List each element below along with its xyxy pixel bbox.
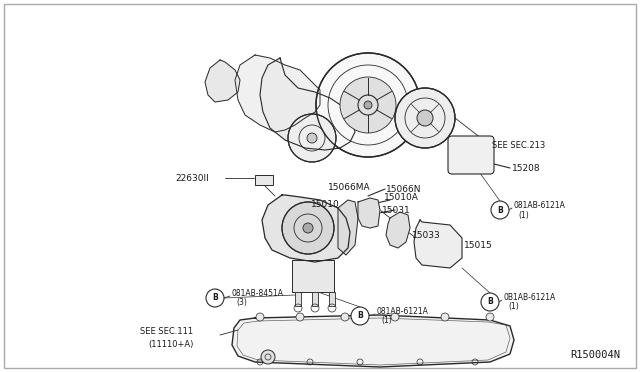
Polygon shape — [232, 315, 514, 367]
Text: (3): (3) — [236, 298, 247, 308]
Text: (1): (1) — [518, 211, 529, 219]
Text: B: B — [497, 205, 503, 215]
Text: (1): (1) — [508, 302, 519, 311]
Text: 15066N: 15066N — [386, 185, 422, 193]
Text: 22630II: 22630II — [175, 173, 209, 183]
Circle shape — [441, 313, 449, 321]
Text: 15066MA: 15066MA — [328, 183, 371, 192]
Text: 081AB-8451A: 081AB-8451A — [232, 289, 284, 298]
Circle shape — [417, 110, 433, 126]
Bar — [255, 175, 273, 185]
Polygon shape — [205, 60, 240, 102]
Polygon shape — [358, 198, 380, 228]
Circle shape — [296, 313, 304, 321]
Circle shape — [486, 313, 494, 321]
Circle shape — [391, 313, 399, 321]
Text: 15010A: 15010A — [384, 192, 419, 202]
Text: (1): (1) — [381, 317, 392, 326]
Polygon shape — [260, 58, 355, 150]
Circle shape — [481, 293, 499, 311]
Text: B: B — [487, 298, 493, 307]
Text: 15010: 15010 — [311, 199, 340, 208]
Polygon shape — [414, 220, 462, 268]
Bar — [329, 292, 335, 306]
Polygon shape — [235, 55, 320, 132]
Circle shape — [261, 350, 275, 364]
Text: 0B1AB-6121A: 0B1AB-6121A — [504, 292, 556, 301]
Text: B: B — [357, 311, 363, 321]
Text: SEE SEC.111: SEE SEC.111 — [140, 327, 193, 337]
Text: 081AB-6121A: 081AB-6121A — [514, 201, 566, 209]
Bar — [312, 292, 318, 306]
Text: B: B — [212, 294, 218, 302]
Text: 15031: 15031 — [382, 205, 411, 215]
Bar — [295, 292, 301, 306]
Circle shape — [341, 313, 349, 321]
Circle shape — [491, 201, 509, 219]
Bar — [292, 260, 334, 292]
Circle shape — [395, 88, 455, 148]
Polygon shape — [386, 212, 410, 248]
Polygon shape — [338, 200, 358, 255]
Circle shape — [282, 202, 334, 254]
Text: 081AB-6121A: 081AB-6121A — [377, 307, 429, 315]
Circle shape — [340, 77, 396, 133]
Text: 15015: 15015 — [464, 241, 493, 250]
Circle shape — [206, 289, 224, 307]
Text: (11110+A): (11110+A) — [148, 340, 193, 349]
Circle shape — [288, 114, 336, 162]
Circle shape — [256, 313, 264, 321]
Circle shape — [351, 307, 369, 325]
Circle shape — [364, 101, 372, 109]
Circle shape — [303, 223, 313, 233]
Circle shape — [316, 53, 420, 157]
Text: 15208: 15208 — [512, 164, 541, 173]
Text: SEE SEC.213: SEE SEC.213 — [492, 141, 545, 150]
Circle shape — [307, 133, 317, 143]
FancyBboxPatch shape — [448, 136, 494, 174]
Text: 15033: 15033 — [412, 231, 441, 240]
Text: R150004N: R150004N — [570, 350, 620, 360]
Polygon shape — [262, 195, 350, 262]
